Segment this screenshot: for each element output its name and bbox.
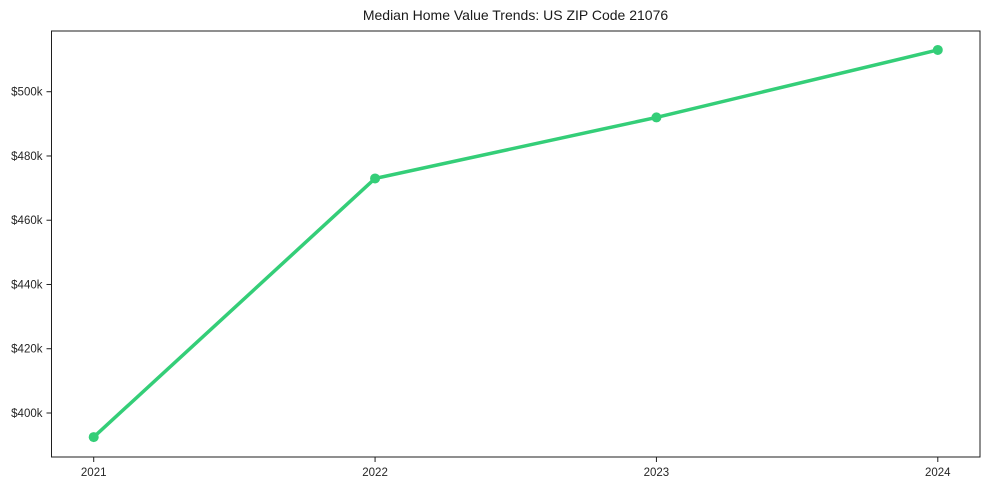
x-axis-tick-label: 2021 — [81, 467, 107, 479]
y-axis-tick-label: $440k — [11, 279, 43, 291]
x-axis-tick-label: 2024 — [925, 467, 951, 479]
data-point-marker — [651, 112, 662, 123]
data-point-marker — [370, 173, 381, 184]
y-axis-tick-label: $460k — [11, 215, 43, 227]
data-point-marker — [88, 432, 99, 443]
chart-title: Median Home Value Trends: US ZIP Code 21… — [362, 7, 669, 23]
data-point-marker — [932, 44, 943, 55]
x-axis-tick-label: 2022 — [362, 467, 388, 479]
y-axis-tick-label: $420k — [11, 344, 43, 356]
plot-border — [51, 30, 981, 458]
trend-line — [91, 48, 940, 439]
y-axis-tick-label: $400k — [11, 408, 43, 420]
x-axis-tick-label: 2023 — [644, 467, 670, 479]
y-axis-tick-label: $500k — [11, 87, 43, 99]
y-axis-tick-label: $480k — [11, 151, 43, 163]
